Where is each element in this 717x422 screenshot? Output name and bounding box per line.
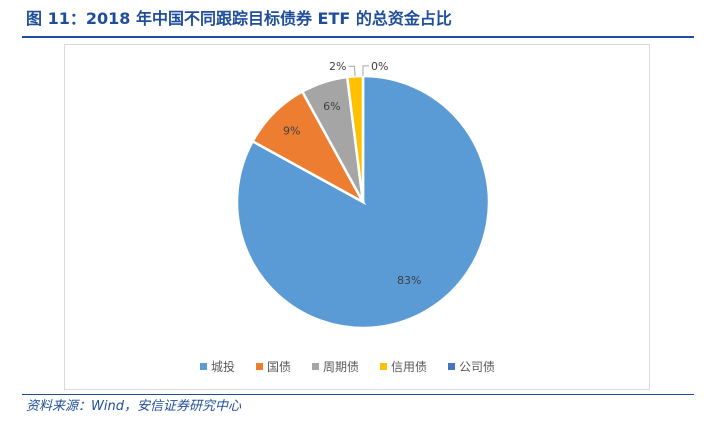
data-label-4: 2%: [329, 60, 346, 73]
legend-swatch-4: [380, 363, 387, 370]
legend-swatch-3: [312, 363, 319, 370]
legend-swatch-5: [448, 363, 455, 370]
source-note: 资料来源：Wind，安信证券研究中心: [26, 399, 241, 414]
legend-swatch-2: [256, 363, 263, 370]
title-divider: [22, 36, 694, 38]
data-label-5: 0%: [371, 60, 388, 73]
source-divider: [22, 394, 694, 395]
legend-label-2: 国债: [267, 360, 291, 374]
chart-frame: 83% 9% 6% 2% 0% 城投 国债 周期债 信用债 公司债: [64, 44, 650, 390]
data-label-2: 9%: [283, 125, 300, 138]
data-label-3: 6%: [323, 100, 340, 113]
legend-label-4: 信用债: [391, 360, 427, 374]
leader-line-5: [362, 65, 369, 76]
legend-label-1: 城投: [211, 359, 235, 374]
legend-label-3: 周期债: [323, 360, 359, 374]
legend-label-5: 公司债: [459, 360, 495, 374]
legend-swatch-1: [200, 363, 207, 370]
figure-title: 图 11：2018 年中国不同跟踪目标债券 ETF 的总资金占比: [26, 9, 452, 28]
data-label-1: 83%: [397, 274, 421, 287]
leader-line-4: [348, 65, 356, 77]
pie-chart: 83% 9% 6% 2% 0% 城投 国债 周期债 信用债 公司债: [200, 60, 495, 374]
